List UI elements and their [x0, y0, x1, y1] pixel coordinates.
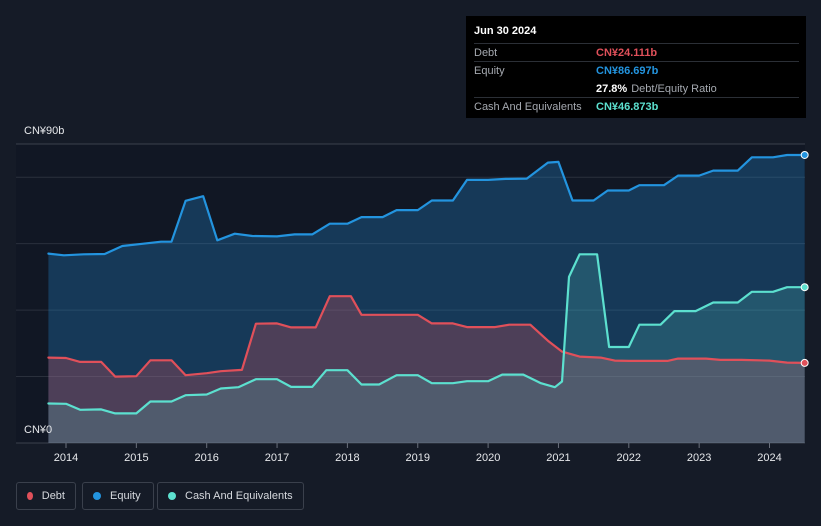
plot-background — [16, 144, 805, 443]
tooltip-value-equity: CN¥86.697b — [596, 64, 659, 77]
legend-dot-debt — [27, 492, 33, 500]
data-tooltip: Jun 30 2024 Debt CN¥24.111b Equity CN¥86… — [466, 16, 806, 118]
x-tick-label: 2021 — [546, 452, 570, 464]
legend-item-debt[interactable]: Debt — [16, 482, 76, 510]
x-tick-label: 2015 — [124, 452, 148, 464]
cash-and-equivalents-area — [48, 254, 805, 443]
debt-area — [48, 296, 805, 443]
debt-line — [47, 295, 806, 378]
series-end-markers — [800, 150, 809, 367]
past-period-shading — [16, 144, 805, 443]
legend-label: Cash And Equivalents — [185, 490, 293, 502]
x-tick-label: 2023 — [687, 452, 711, 464]
x-tick-label: 2020 — [476, 452, 500, 464]
tooltip-row-cash: Cash And Equivalents CN¥46.873b — [474, 97, 799, 115]
equity-line — [47, 153, 806, 257]
equity-end-marker — [800, 150, 809, 159]
x-tick-label: 2019 — [406, 452, 430, 464]
x-tick-label: 2024 — [757, 452, 781, 464]
x-tick-label: 2014 — [54, 452, 78, 464]
legend-dot-cash — [168, 492, 176, 500]
tooltip-label: Debt — [474, 46, 498, 59]
tooltip-value-cash: CN¥46.873b — [596, 100, 659, 113]
x-tick-label: 2017 — [265, 452, 289, 464]
legend-item-equity[interactable]: Equity — [82, 482, 154, 510]
legend-label: Debt — [41, 490, 65, 502]
tooltip-date: Jun 30 2024 — [474, 25, 537, 37]
tooltip-value-ratio: 27.8% — [596, 82, 628, 95]
tooltip-label: Cash And Equivalents — [474, 100, 582, 113]
y-axis-bottom-label: CN¥0 — [24, 424, 53, 436]
tooltip-value-debt: CN¥24.111b — [596, 46, 658, 59]
tooltip-row-debt: Debt CN¥24.111b — [474, 43, 799, 61]
x-tick-label: 2018 — [335, 452, 359, 464]
x-tick-label: 2016 — [194, 452, 218, 464]
cash-and-equivalents-line — [47, 253, 806, 415]
tooltip-ratio-suffix: Debt/Equity Ratio — [631, 82, 717, 95]
x-tick-label: 2022 — [617, 452, 641, 464]
y-axis-top-label: CN¥90b — [24, 125, 65, 137]
cash-and-equivalents-end-marker — [800, 283, 809, 292]
x-axis-ticks: 2014 2015 2016 2017 2018 2019 2020 2021 2022 2023… — [54, 443, 782, 464]
series-lines — [47, 153, 806, 415]
debt-end-marker — [800, 358, 809, 367]
legend-label: Equity — [110, 490, 141, 502]
legend-dot-equity — [93, 492, 101, 500]
legend-item-cash[interactable]: Cash And Equivalents — [157, 482, 304, 510]
tooltip-label: Equity — [474, 64, 505, 77]
tooltip-row-equity: Equity CN¥86.697b — [474, 61, 799, 79]
tooltip-row-ratio: 27.8% Debt/Equity Ratio — [474, 79, 799, 97]
